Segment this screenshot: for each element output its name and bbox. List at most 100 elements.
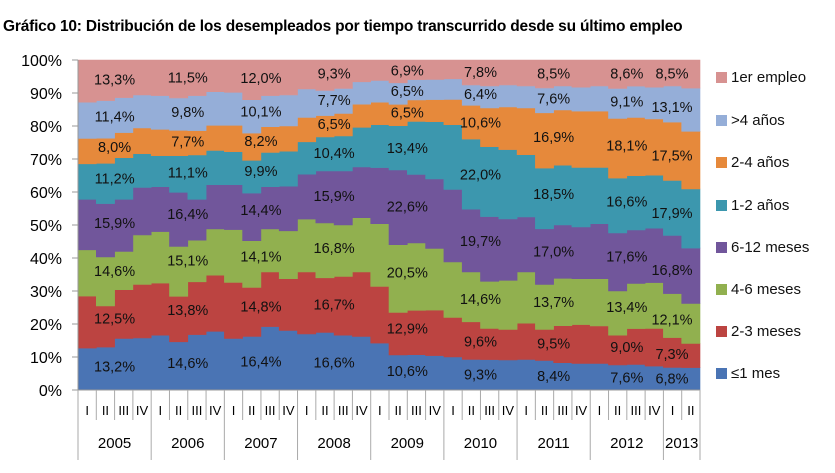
data-label: 7,3%	[655, 347, 688, 363]
data-label: 8,5%	[537, 66, 570, 82]
data-label: 12,9%	[387, 321, 428, 337]
quarter-label: III	[484, 403, 495, 418]
data-label: 11,2%	[95, 171, 135, 187]
quarter-label: III	[411, 403, 422, 418]
year-label: 2013	[665, 435, 698, 452]
data-label: 9,1%	[610, 95, 643, 111]
data-label: 12,1%	[651, 313, 692, 329]
chart-title: Gráfico 10: Distribución de los desemple…	[3, 18, 683, 35]
data-label: 11,4%	[95, 110, 135, 126]
data-label: 10,1%	[240, 105, 281, 121]
quarter-label: II	[614, 403, 621, 418]
data-label: 13,8%	[167, 303, 208, 319]
data-label: 14,6%	[460, 292, 501, 308]
data-label: 10,6%	[460, 115, 501, 131]
data-label: 9,3%	[464, 367, 497, 383]
legend-item-2-3-meses: 2-3 meses	[716, 323, 801, 340]
data-label: 15,9%	[94, 216, 135, 232]
year-label: 2009	[391, 435, 424, 452]
data-label: 22,6%	[387, 199, 428, 215]
quarter-label: II	[541, 403, 548, 418]
data-label: 17,0%	[533, 244, 574, 260]
legend-label: 2-3 meses	[731, 323, 801, 340]
quarter-label: I	[159, 403, 163, 418]
data-label: 19,7%	[460, 234, 501, 250]
legend: 1er empleo >4 años 2-4 años 1-2 años 6-12 me…	[716, 69, 809, 382]
data-label: 14,6%	[94, 264, 135, 280]
data-label: 13,7%	[533, 295, 574, 311]
legend-item-1er-empleo: 1er empleo	[716, 69, 806, 86]
year-label: 2011	[538, 435, 570, 452]
legend-swatch	[716, 115, 727, 126]
data-label: 7,6%	[537, 92, 570, 108]
data-label: 13,3%	[94, 72, 135, 88]
legend-item-1-2-anos: 1-2 años	[716, 197, 789, 214]
year-label: 2008	[317, 435, 350, 452]
data-label: 11,1%	[168, 165, 208, 181]
legend-swatch	[716, 242, 727, 253]
data-label: 6,5%	[318, 117, 351, 133]
quarter-label: II	[468, 403, 475, 418]
data-label: 10,4%	[314, 146, 355, 162]
quarter-label: I	[451, 403, 455, 418]
data-label: 14,4%	[240, 203, 281, 219]
data-label: 15,1%	[167, 253, 208, 269]
data-label: 9,3%	[318, 67, 351, 83]
data-label: 8,2%	[244, 134, 277, 150]
quarter-label: IV	[209, 403, 222, 418]
data-label: 6,9%	[391, 63, 424, 79]
legend-swatch	[716, 200, 727, 211]
legend-item-2-4-anos: 2-4 años	[716, 154, 789, 171]
y-tick-label: 20%	[30, 317, 62, 334]
quarter-label: III	[118, 403, 129, 418]
y-tick-label: 80%	[30, 119, 62, 136]
y-tick-label: 100%	[21, 53, 62, 70]
quarter-label: I	[85, 403, 89, 418]
year-label: 2012	[610, 435, 643, 452]
y-tick-label: 10%	[30, 350, 62, 367]
data-label: 16,4%	[240, 355, 281, 371]
quarter-label: II	[175, 403, 182, 418]
quarter-label: I	[524, 403, 528, 418]
quarter-label: IV	[575, 403, 588, 418]
quarter-label: IV	[282, 403, 295, 418]
y-tick-label: 0%	[39, 383, 62, 400]
legend-label: >4 años	[731, 112, 785, 129]
legend-swatch	[716, 368, 727, 379]
data-label: 16,7%	[314, 298, 355, 314]
data-label: 18,5%	[533, 187, 574, 203]
data-label: 13,4%	[606, 300, 647, 316]
data-label: 17,6%	[606, 249, 647, 265]
legend-label: 4-6 meses	[731, 281, 801, 298]
data-label: 9,5%	[537, 337, 570, 353]
data-label: 13,1%	[651, 100, 692, 116]
data-label: 16,8%	[651, 263, 692, 279]
data-label: 12,0%	[240, 71, 281, 87]
series-area-1er-empleo	[77, 59, 701, 103]
data-label: 6,5%	[391, 105, 424, 121]
quarter-label: II	[395, 403, 402, 418]
plot-areas	[77, 59, 701, 391]
data-label: 6,4%	[464, 87, 497, 103]
y-axis: 0% 10% 20% 30% 40% 50% 60% 70% 80% 90% 100%	[21, 53, 79, 400]
quarter-label: I	[305, 403, 309, 418]
data-label: 22,0%	[460, 167, 501, 183]
quarter-label: I	[598, 403, 602, 418]
legend-swatch	[716, 72, 727, 83]
y-tick-label: 30%	[30, 284, 62, 301]
quarter-label: IV	[429, 403, 442, 418]
data-label: 16,6%	[314, 355, 355, 371]
data-label: 16,6%	[606, 194, 647, 210]
data-label: 20,5%	[387, 265, 428, 281]
data-label: 11,5%	[168, 71, 208, 87]
quarter-label: IV	[502, 403, 515, 418]
quarter-label: IV	[136, 403, 149, 418]
data-label: 13,2%	[94, 359, 135, 375]
data-label: 18,1%	[606, 138, 647, 154]
quarter-label: I	[671, 403, 675, 418]
legend-swatch	[716, 326, 727, 337]
data-label: 6,5%	[391, 84, 424, 100]
quarter-label: III	[557, 403, 568, 418]
data-label: 8,4%	[537, 369, 570, 385]
